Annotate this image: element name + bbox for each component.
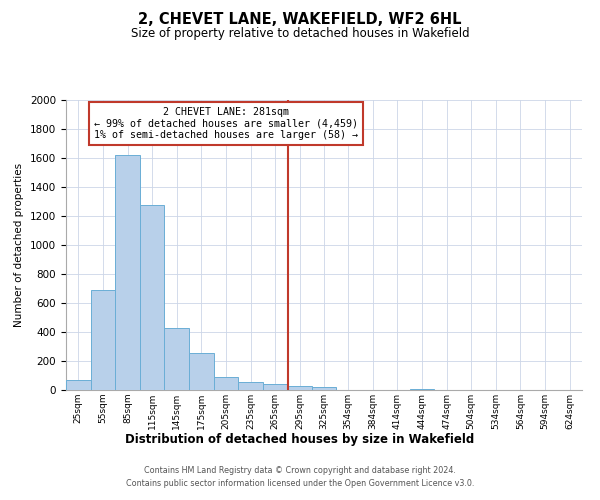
- Text: Size of property relative to detached houses in Wakefield: Size of property relative to detached ho…: [131, 28, 469, 40]
- Bar: [263, 384, 287, 390]
- Bar: [140, 205, 164, 390]
- Bar: [214, 377, 238, 390]
- Y-axis label: Number of detached properties: Number of detached properties: [14, 163, 25, 327]
- Bar: [164, 328, 189, 390]
- Text: 2, CHEVET LANE, WAKEFIELD, WF2 6HL: 2, CHEVET LANE, WAKEFIELD, WF2 6HL: [138, 12, 462, 28]
- Bar: [312, 387, 336, 390]
- Text: Distribution of detached houses by size in Wakefield: Distribution of detached houses by size …: [125, 432, 475, 446]
- Text: 2 CHEVET LANE: 281sqm
← 99% of detached houses are smaller (4,459)
1% of semi-de: 2 CHEVET LANE: 281sqm ← 99% of detached …: [94, 108, 358, 140]
- Bar: [238, 382, 263, 390]
- Bar: [287, 386, 312, 390]
- Bar: [66, 380, 91, 390]
- Bar: [91, 290, 115, 390]
- Bar: [410, 388, 434, 390]
- Text: Contains HM Land Registry data © Crown copyright and database right 2024.
Contai: Contains HM Land Registry data © Crown c…: [126, 466, 474, 487]
- Bar: [189, 353, 214, 390]
- Bar: [115, 155, 140, 390]
